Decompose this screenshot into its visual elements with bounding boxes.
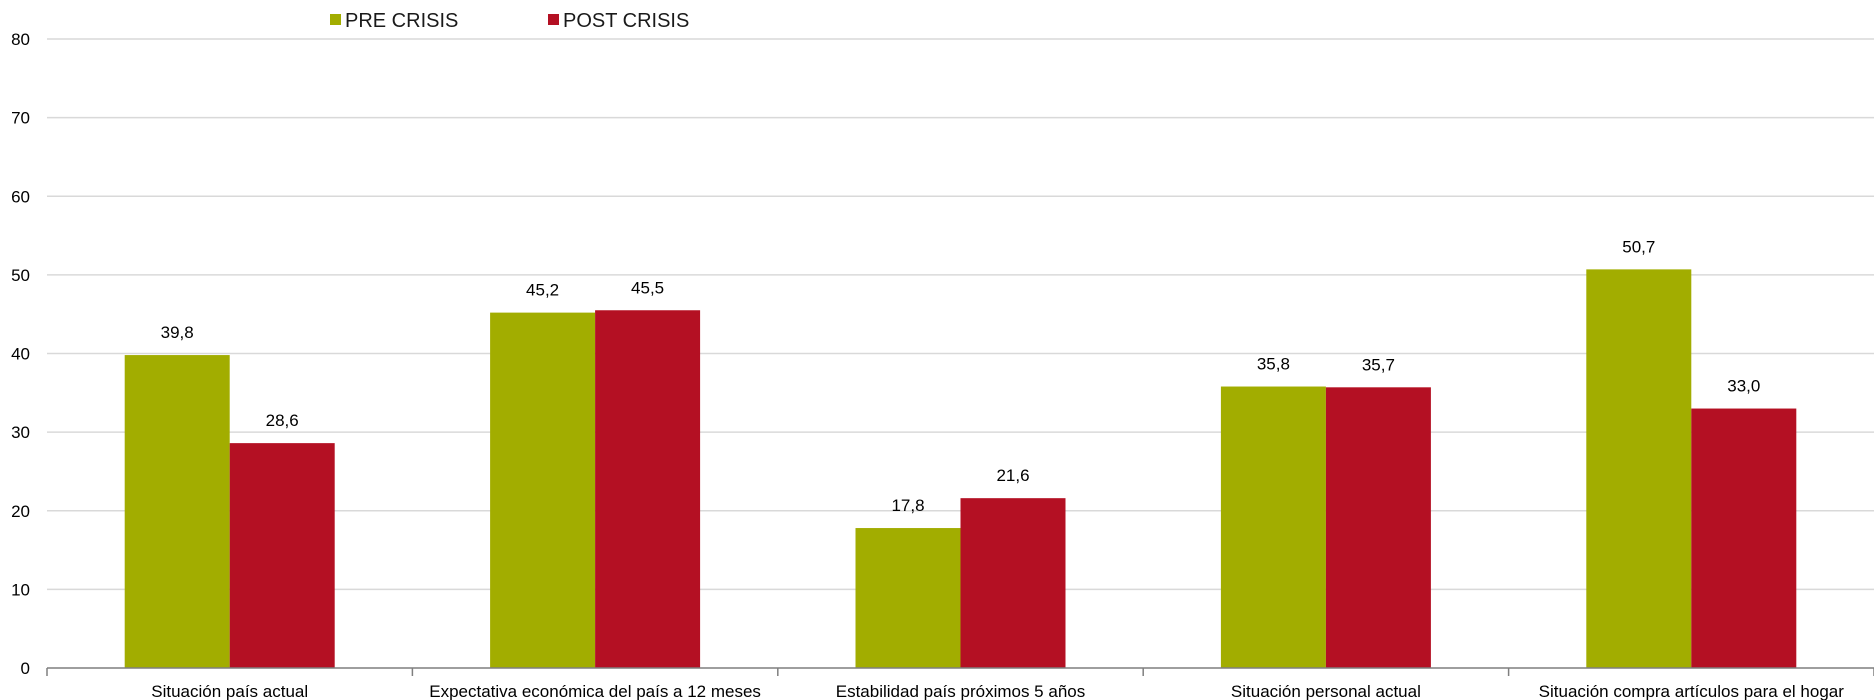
x-axis: [46, 667, 1874, 676]
bar-pre-crisis: [1220, 386, 1326, 668]
y-tick-label: 70: [11, 109, 30, 128]
data-label: 45,5: [631, 278, 664, 297]
data-label: 28,6: [266, 411, 299, 430]
bar-post-crisis: [1691, 408, 1797, 668]
y-tick-label: 0: [21, 659, 30, 678]
data-label: 35,7: [1362, 355, 1395, 374]
x-axis-category-labels: Situación país actual Expectativa económi…: [151, 682, 1844, 700]
x-category-label: Situación compra artículos para el hogar: [1539, 682, 1845, 700]
y-tick-label: 30: [11, 423, 30, 442]
bar-pre-crisis: [124, 355, 230, 668]
gridlines: [47, 38, 1874, 591]
bar-post-crisis: [595, 310, 701, 668]
data-label: 33,0: [1727, 377, 1760, 396]
y-axis-tick-labels: 0 10 20 30 40 50 60 70 80: [11, 30, 30, 678]
x-category-label: Estabilidad país próximos 5 años: [836, 682, 1085, 700]
bars: [124, 269, 1797, 668]
legend-swatch: [548, 14, 559, 25]
bar-post-crisis: [960, 498, 1066, 668]
y-tick-label: 80: [11, 30, 30, 49]
y-tick-label: 10: [11, 580, 30, 599]
data-label: 50,7: [1622, 237, 1655, 256]
bar-post-crisis: [1325, 387, 1431, 668]
bar-pre-crisis: [855, 528, 961, 668]
data-labels: 39,8 28,6 45,2 45,5 17,8 21,6 35,8 35,7 50,7 33,0: [161, 237, 1761, 515]
y-tick-label: 20: [11, 502, 30, 521]
bar-pre-crisis: [490, 312, 596, 668]
bar-pre-crisis: [1586, 269, 1692, 668]
y-tick-label: 50: [11, 266, 30, 285]
x-category-label: Situación país actual: [151, 682, 308, 700]
y-tick-label: 40: [11, 345, 30, 364]
data-label: 45,2: [526, 281, 559, 300]
legend-label: PRE CRISIS: [345, 10, 458, 32]
bar-post-crisis: [229, 443, 335, 668]
y-tick-label: 60: [11, 187, 30, 206]
data-label: 35,8: [1257, 355, 1290, 374]
data-label: 17,8: [891, 496, 924, 515]
legend-swatch: [330, 14, 341, 25]
data-label: 21,6: [996, 466, 1029, 485]
data-label: 39,8: [161, 323, 194, 342]
x-category-label: Expectativa económica del país a 12 mese…: [429, 682, 761, 700]
x-category-label: Situación personal actual: [1231, 682, 1421, 700]
legend: PRE CRISIS POST CRISIS: [330, 10, 689, 32]
legend-label: POST CRISIS: [563, 10, 689, 32]
